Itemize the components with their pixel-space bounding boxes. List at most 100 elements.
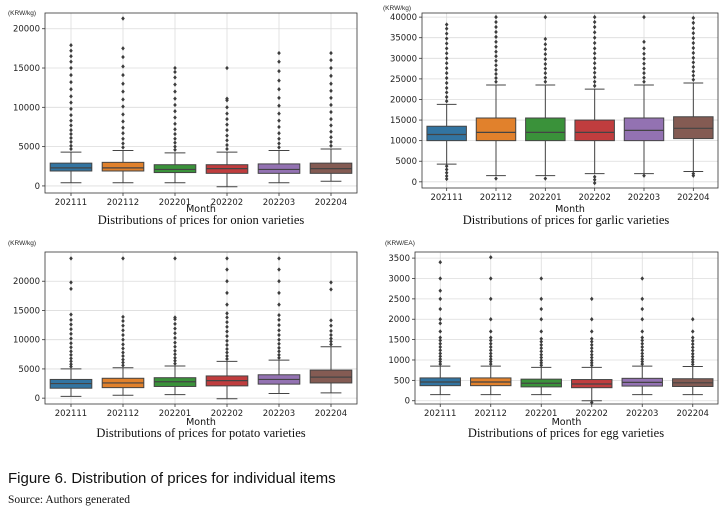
y-tick-label: 0: [35, 182, 40, 192]
outlier-point: [438, 296, 443, 302]
box-202203: [257, 163, 301, 174]
outlier-point: [592, 75, 597, 80]
outlier-point: [494, 58, 498, 63]
outlier-point: [592, 83, 597, 89]
outlier-point: [592, 35, 597, 40]
outlier-point: [69, 349, 73, 354]
outlier-point: [494, 14, 498, 20]
outlier-point: [691, 35, 696, 41]
y-tick-label: 0: [405, 397, 410, 407]
outlier-point: [225, 319, 229, 325]
outlier-point: [592, 70, 597, 75]
outlier-point: [173, 121, 177, 127]
y-tick-label: 20000: [13, 25, 40, 35]
outlier-point: [329, 116, 333, 122]
outlier-point: [329, 332, 333, 338]
outlier-point: [329, 143, 333, 149]
outlier-point: [225, 342, 229, 348]
outlier-point: [225, 346, 229, 352]
x-tick-label: 202112: [107, 198, 139, 208]
outlier-point: [592, 177, 597, 182]
outlier-point: [592, 65, 597, 71]
outlier-point: [494, 44, 498, 49]
outlier-point: [438, 329, 443, 334]
outlier-point: [121, 360, 125, 365]
outlier-point: [121, 357, 125, 362]
outlier-point: [173, 75, 177, 80]
outlier-point: [69, 345, 73, 350]
outlier-point: [225, 96, 229, 101]
outlier-point: [277, 111, 281, 116]
outlier-point: [329, 323, 333, 328]
outlier-point: [438, 359, 443, 364]
outlier-point: [488, 329, 493, 334]
outlier-point: [329, 328, 333, 334]
source-note: Source: Authors generated: [8, 494, 130, 506]
outlier-point: [277, 317, 281, 323]
outlier-point: [438, 338, 443, 343]
outlier-point: [438, 259, 443, 265]
outlier-point: [488, 335, 493, 340]
potato-caption: Distributions of prices for potato varie…: [96, 426, 306, 440]
onion-boxplot-svg: 0 5000 10000 15000 20000 202111 202112 202201 20…: [8, 10, 358, 215]
y-unit-label: (KRW/kg): [8, 240, 36, 247]
outlier-point: [438, 344, 443, 350]
outlier-point: [488, 255, 493, 260]
outlier-point: [277, 78, 281, 83]
outlier-point: [173, 358, 177, 363]
y-tick-label: 25000: [390, 75, 417, 85]
outlier-point: [488, 354, 493, 359]
outlier-point: [494, 34, 498, 40]
outlier-point: [225, 267, 229, 272]
outlier-point: [225, 256, 229, 261]
outlier-point: [494, 29, 498, 35]
x-tick-label: 202201: [529, 193, 561, 203]
outlier-point: [69, 356, 73, 361]
x-tick-label: 202201: [159, 198, 191, 208]
outlier-point: [329, 95, 333, 101]
outlier-point: [277, 118, 281, 123]
outlier-point: [173, 335, 177, 341]
x-tick-label: 202202: [578, 193, 610, 203]
outlier-point: [277, 68, 281, 74]
outlier-point: [329, 81, 333, 86]
outlier-point: [121, 131, 125, 136]
outlier-point: [488, 338, 493, 343]
outlier-point: [494, 75, 498, 81]
outlier-point: [121, 332, 125, 338]
outlier-point: [277, 341, 281, 346]
x-tick-label: 202112: [107, 409, 139, 419]
outlier-point: [438, 321, 443, 326]
plot-frame: [44, 12, 358, 194]
outlier-point: [691, 171, 696, 176]
outlier-point: [69, 43, 73, 48]
x-tick-label: 202202: [211, 409, 243, 419]
outlier-point: [173, 256, 177, 261]
x-tick-label: 202201: [159, 409, 191, 419]
outlier-point: [438, 356, 443, 362]
outlier-point: [225, 133, 229, 138]
outlier-point: [488, 348, 493, 353]
outlier-point: [277, 87, 281, 92]
x-axis-title: Month: [552, 417, 582, 428]
outlier-point: [277, 141, 281, 146]
outlier-point: [494, 39, 498, 45]
outlier-point: [488, 344, 493, 350]
outlier-point: [438, 348, 443, 353]
outlier-point: [329, 287, 333, 292]
x-tick-label: 202203: [263, 198, 295, 208]
outlier-point: [277, 131, 281, 136]
outlier-point: [69, 65, 73, 71]
outlier-point: [543, 42, 548, 47]
outlier-point: [691, 60, 696, 65]
outlier-point: [121, 72, 125, 78]
outlier-point: [173, 127, 177, 132]
outlier-point: [592, 51, 597, 56]
x-tick-label: 202203: [628, 193, 660, 203]
outlier-point: [329, 339, 333, 344]
box-202112: [101, 161, 145, 172]
outlier-point: [277, 124, 281, 130]
outlier-point: [592, 174, 597, 180]
garlic-caption: Distributions of prices for garlic varie…: [462, 213, 670, 227]
outlier-point: [173, 115, 177, 120]
